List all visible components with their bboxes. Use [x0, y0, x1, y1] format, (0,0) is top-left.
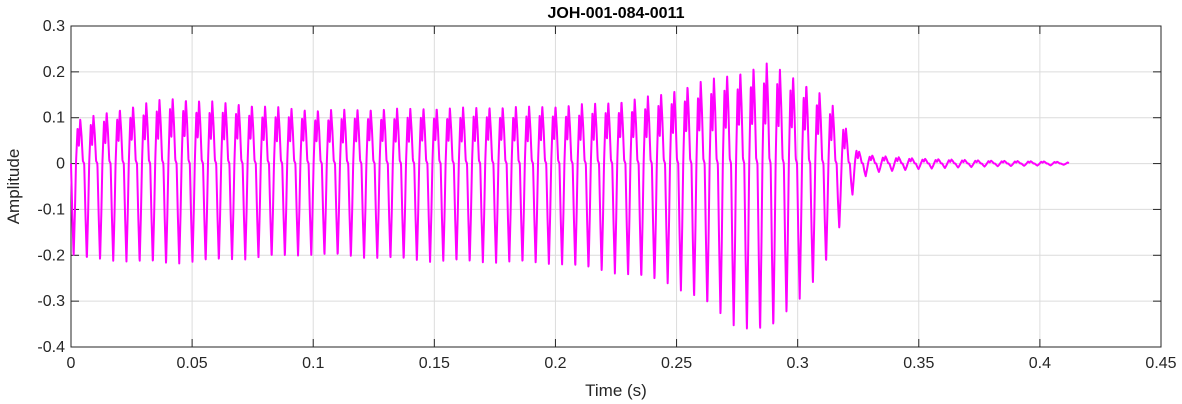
x-tick-label: 0.3	[787, 355, 809, 372]
y-tick-label: -0.3	[37, 293, 65, 310]
y-tick-labels: -0.4 -0.3 -0.2 -0.1 0 0.1 0.2 0.3	[37, 18, 65, 356]
x-tick-labels: 0 0.05 0.1 0.15 0.2 0.25 0.3 0.35 0.4 0.45	[67, 355, 1177, 372]
ticks	[70, 25, 1162, 348]
y-tick-label: -0.1	[37, 201, 65, 218]
series-layer	[70, 62, 1070, 330]
y-axis-label: Amplitude	[4, 149, 23, 225]
y-tick-label: 0.2	[43, 64, 65, 81]
x-tick-label: 0.1	[302, 355, 324, 372]
x-tick-label: 0.2	[544, 355, 566, 372]
x-tick-label: 0.15	[419, 355, 450, 372]
chart-title: JOH-001-084-0011	[548, 5, 685, 22]
y-tick-label: -0.2	[37, 247, 65, 264]
x-tick-label: 0	[67, 355, 76, 372]
y-tick-label: -0.4	[37, 339, 65, 356]
x-tick-label: 0.4	[1029, 355, 1051, 372]
y-tick-label: 0	[56, 156, 65, 173]
x-tick-label: 0.45	[1145, 355, 1176, 372]
y-tick-label: 0.3	[43, 18, 65, 35]
x-tick-label: 0.35	[903, 355, 934, 372]
y-tick-label: 0.1	[43, 110, 65, 127]
x-tick-label: 0.05	[177, 355, 208, 372]
series-line	[70, 62, 1070, 330]
x-axis-label: Time (s)	[585, 381, 647, 400]
x-tick-label: 0.25	[661, 355, 692, 372]
